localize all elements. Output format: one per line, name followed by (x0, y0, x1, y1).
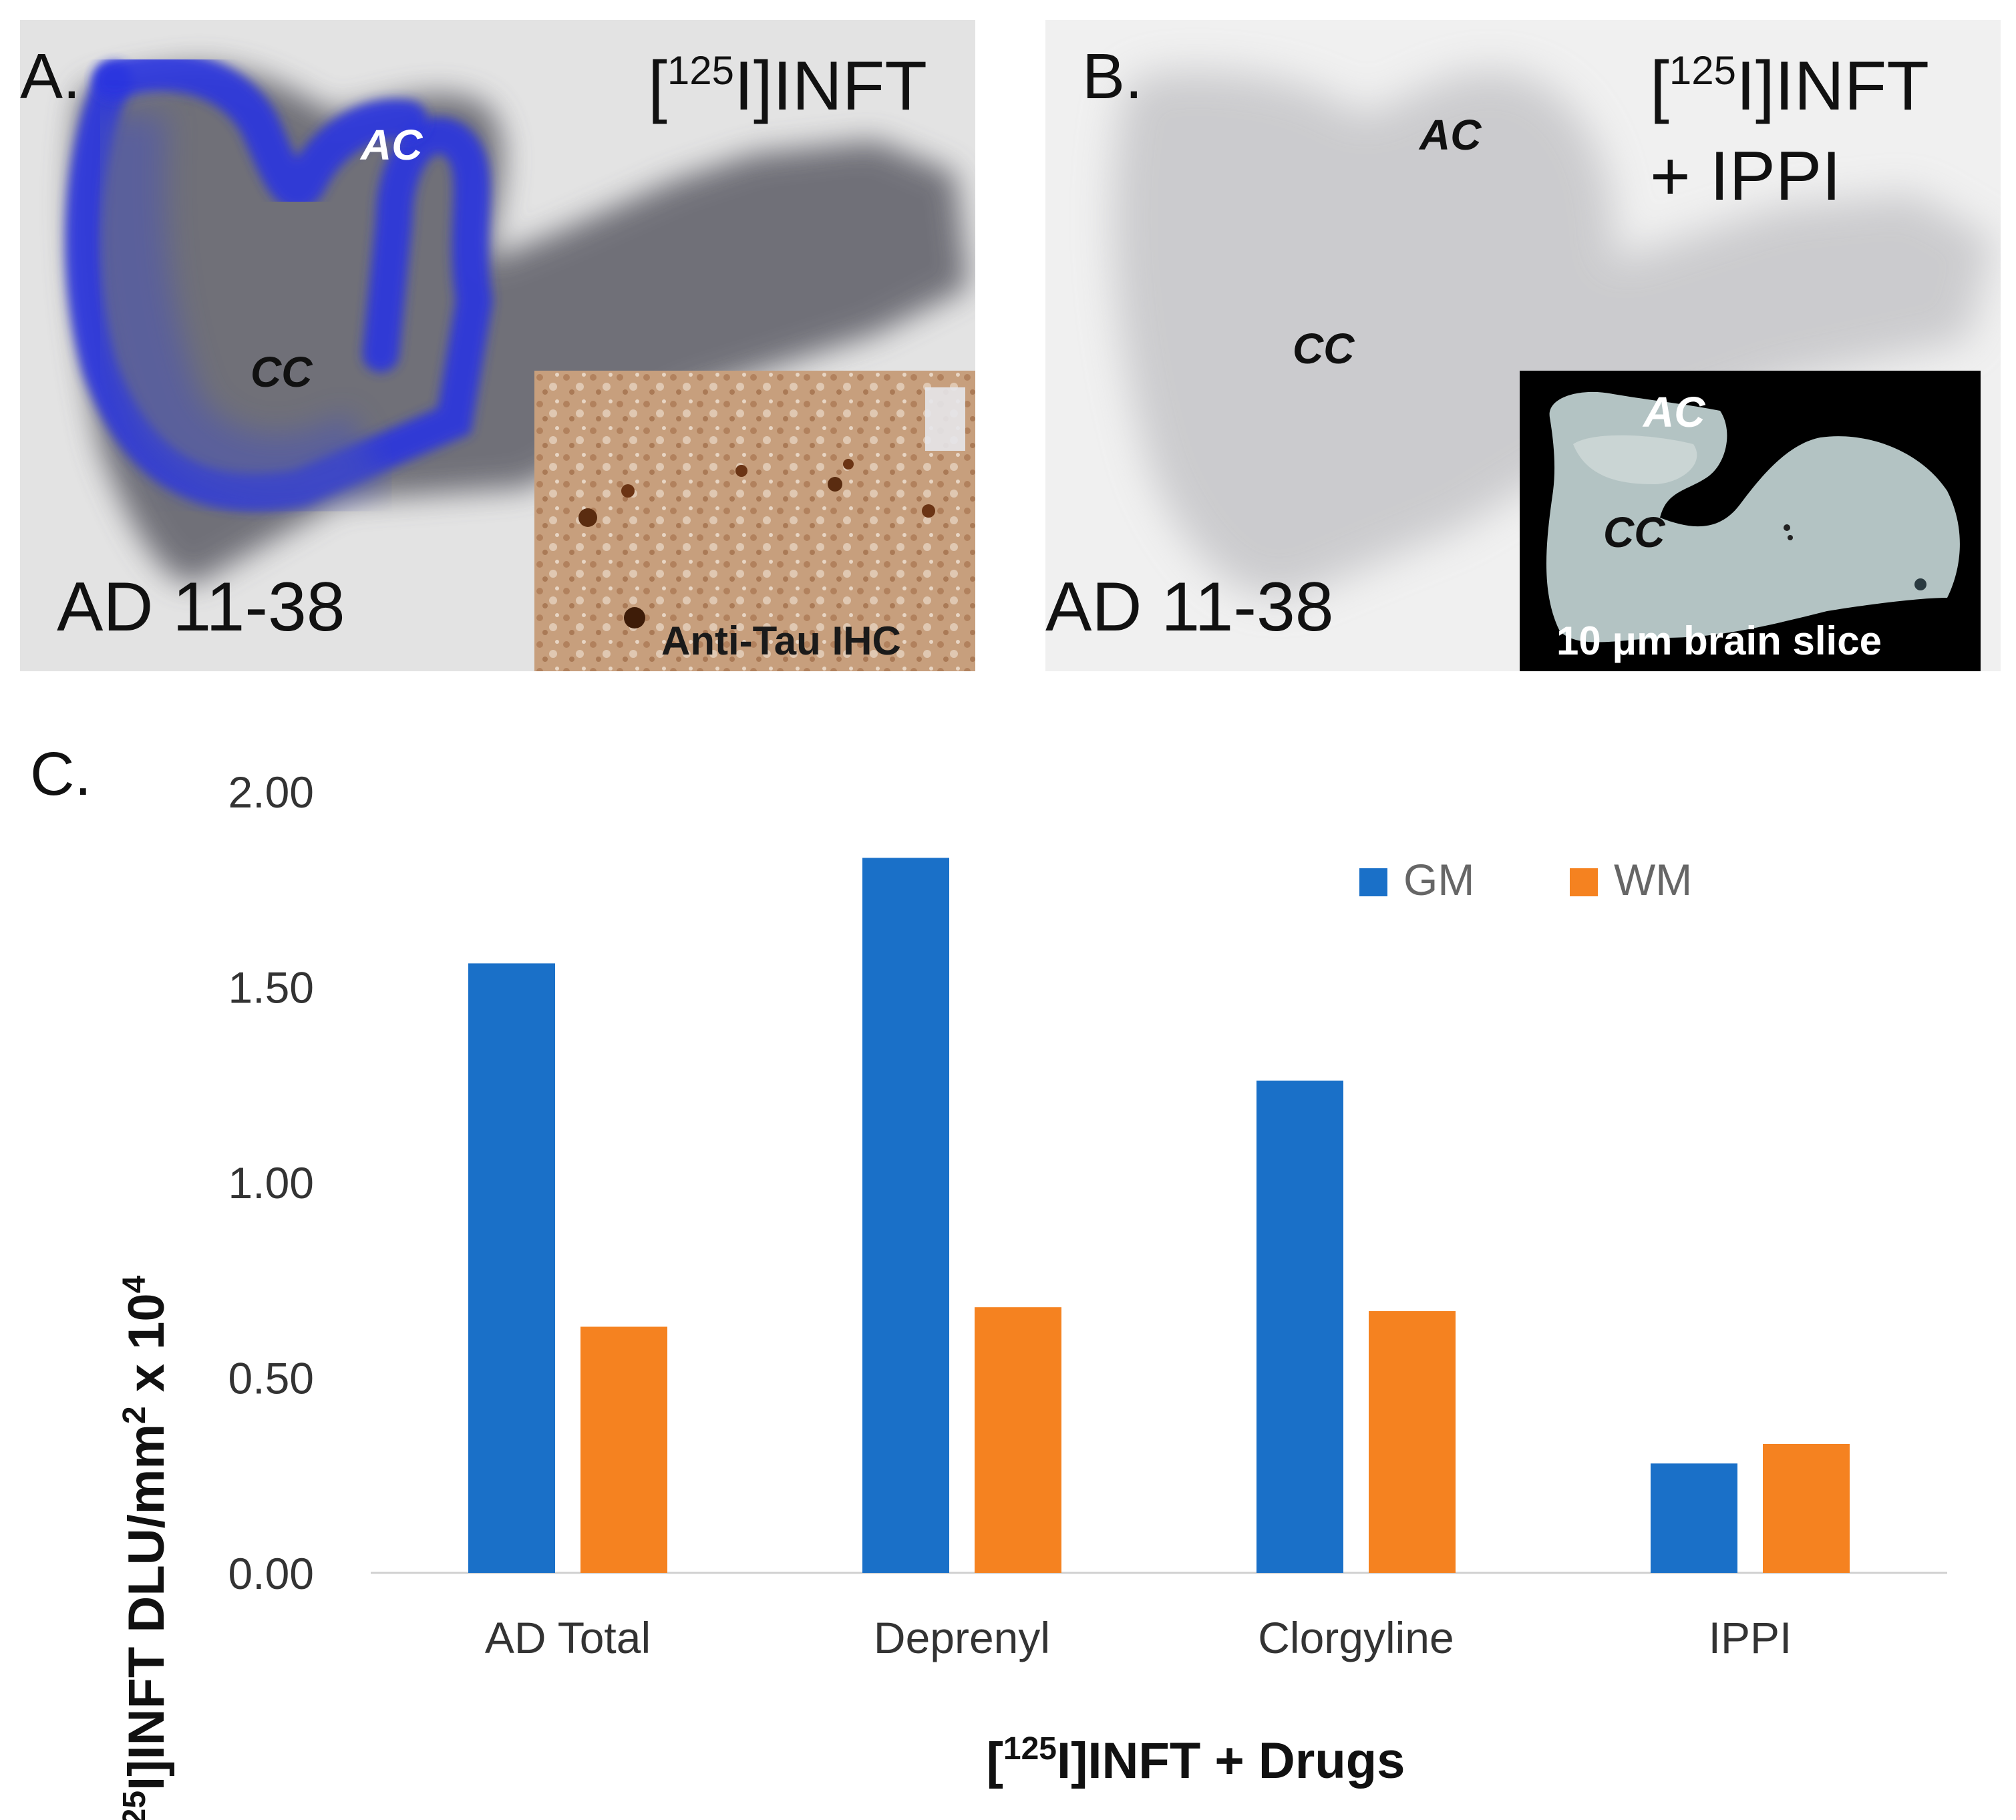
y-axis-ticks: 0.00 0.50 1.00 1.50 2.00 (228, 767, 314, 1598)
panel-b-ac-label: AC (1419, 111, 1482, 159)
panel-b-autoradiograph: B. [125I]INFT + IPPI AC CC AD 11-38 AC C… (1045, 20, 2001, 671)
anti-tau-ihc-inset: Anti-Tau IHC (534, 371, 975, 671)
legend-label-gm: GM (1403, 855, 1474, 904)
y-tick-label: 0.50 (228, 1354, 314, 1403)
legend: GM WM (1359, 855, 1692, 904)
x-axis-ticks: AD Total Deprenyl Clorgyline IPPI (485, 1613, 1792, 1662)
x-tick-label: Clorgyline (1258, 1613, 1454, 1662)
panel-b-tracer-label: [125I]INFT (1650, 47, 1929, 125)
bar-gm-ippi (1651, 1463, 1737, 1573)
x-tick-label: Deprenyl (874, 1613, 1050, 1662)
ihc-stain-image (534, 371, 975, 671)
y-tick-label: 0.00 (228, 1549, 314, 1598)
inset-cc-label: CC (1603, 508, 1665, 556)
panel-b-case-id: AD 11-38 (1045, 568, 1334, 646)
panel-a-case-id: AD 11-38 (57, 568, 345, 646)
legend-swatch-gm (1359, 868, 1387, 896)
panel-b-drug-label: + IPPI (1650, 138, 1842, 215)
x-tick-label: IPPI (1709, 1613, 1792, 1662)
panel-c-chart: C. 0.00 0.50 1.00 1.50 2.00 AD Total Deprenyl… (0, 721, 2016, 1820)
panel-a-image (65, 51, 969, 584)
panel-b-cc-label: CC (1293, 325, 1355, 373)
legend-label-wm: WM (1614, 855, 1692, 904)
y-tick-label: 1.50 (228, 963, 314, 1013)
panel-b-letter: B. (1082, 41, 1143, 112)
bar-gm-ad-total (468, 963, 555, 1573)
brain-slice-label: 10 μm brain slice (1556, 618, 1882, 663)
panel-c-letter: C. (30, 740, 92, 808)
panel-a-autoradiograph: A. [125I]INFT AC CC AD 11-38 (20, 20, 975, 671)
bar-wm-ad-total (580, 1326, 667, 1573)
bar-chart-svg: C. 0.00 0.50 1.00 1.50 2.00 AD Total Deprenyl… (30, 740, 1947, 1820)
bar-wm-deprenyl (975, 1307, 1061, 1573)
bar-gm-deprenyl (862, 858, 949, 1573)
anti-tau-ihc-label: Anti-Tau IHC (661, 618, 901, 663)
panel-a-tracer-label: [125I]INFT (648, 47, 927, 125)
bar-wm-clorgyline (1369, 1311, 1456, 1573)
panel-a-letter: A. (20, 41, 81, 112)
bar-wm-ippi (1763, 1443, 1850, 1573)
panel-b-image (1113, 71, 1994, 597)
panel-a-ac-label: AC (361, 121, 423, 169)
legend-swatch-wm (1570, 868, 1598, 896)
bars-group (468, 858, 1850, 1573)
inset-ac-label: AC (1643, 388, 1705, 436)
y-axis-label: [125I]INFT DLU/mm2 x 104 (117, 1275, 175, 1820)
brain-slice-photo (1546, 391, 1960, 643)
y-tick-label: 1.00 (228, 1158, 314, 1208)
x-axis-label: [125I]INFT + Drugs (987, 1731, 1405, 1789)
brain-slice-photo-inset: AC CC 10 μm brain slice (1520, 371, 1981, 671)
y-tick-label: 2.00 (228, 767, 314, 817)
panel-a-cc-label: CC (250, 348, 313, 396)
x-tick-label: AD Total (485, 1613, 651, 1662)
bar-gm-clorgyline (1256, 1080, 1343, 1573)
